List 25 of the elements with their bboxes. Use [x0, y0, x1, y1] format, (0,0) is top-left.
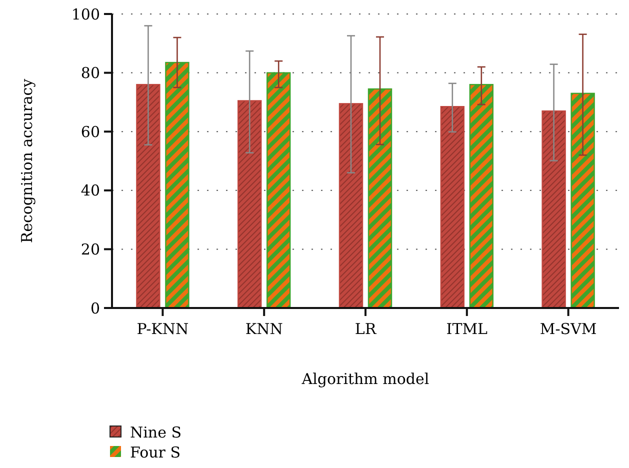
x-axis-title: Algorithm model	[300, 370, 430, 388]
y-tick-label: 0	[90, 299, 100, 318]
y-axis-title: Recognition accuracy	[18, 78, 36, 244]
bar	[136, 84, 160, 309]
y-tick-label: 100	[71, 5, 100, 24]
bar	[338, 103, 364, 309]
y-tick-label: 20	[80, 240, 100, 258]
y-tick-label: 80	[80, 64, 100, 82]
x-tick-label: ITML	[446, 320, 488, 338]
bar	[238, 100, 262, 309]
legend-label: Nine S	[130, 423, 182, 442]
bar	[440, 106, 464, 309]
x-tick-label: P-KNN	[136, 320, 189, 338]
legend-label: Four S	[130, 443, 180, 462]
bar	[266, 72, 291, 309]
bar	[469, 84, 494, 309]
bar	[570, 92, 595, 309]
y-tick-label: 40	[80, 182, 100, 200]
bar	[165, 62, 190, 309]
y-tick-label: 60	[80, 122, 100, 141]
x-tick-label: KNN	[245, 320, 283, 338]
bar	[542, 110, 566, 309]
x-tick-label: LR	[354, 320, 377, 338]
bar	[368, 88, 392, 309]
x-tick-label: M-SVM	[540, 320, 597, 338]
